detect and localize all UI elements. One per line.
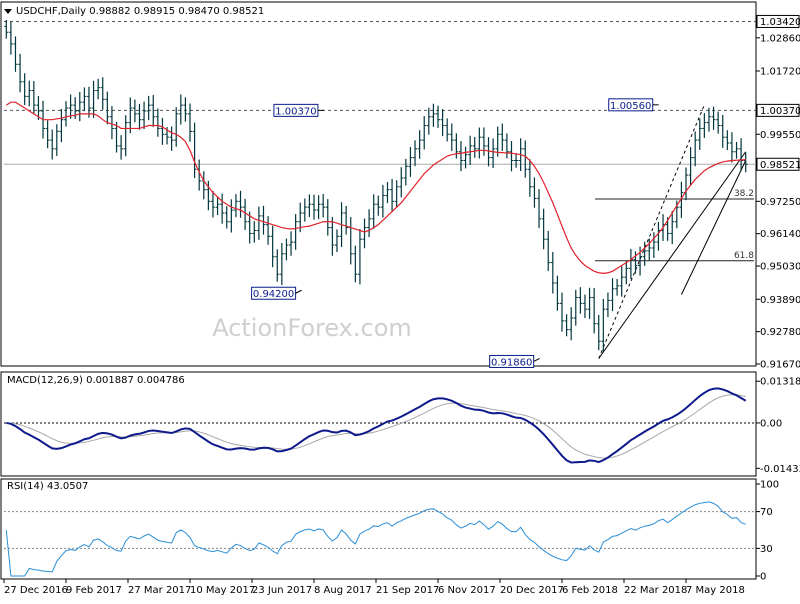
price-tick-label: 0.98521 xyxy=(760,160,800,171)
trendlines xyxy=(598,104,747,359)
rsi-tick-label: 70 xyxy=(760,507,773,518)
price-annotation-label: 1.00560 xyxy=(610,101,651,112)
time-tick-label: 10 May 2017 xyxy=(190,585,255,596)
time-tick-label: 8 Aug 2017 xyxy=(314,585,372,596)
menu-triangle-icon[interactable] xyxy=(4,9,12,14)
time-tick-label: 6 Feb 2018 xyxy=(562,585,618,596)
macd-line xyxy=(6,387,747,464)
price-panel-frame xyxy=(0,1,757,367)
price-tick-label: 0.96140 xyxy=(760,229,800,240)
price-annotation-label: 0.91860 xyxy=(491,357,532,368)
price-tick-label: 1.02860 xyxy=(760,33,800,44)
macd-tick-label: 0.013184 xyxy=(760,377,800,388)
support-trendline xyxy=(598,151,747,359)
price-annotation-label: 0.94200 xyxy=(253,289,294,300)
time-tick-label: 9 Feb 2017 xyxy=(66,585,122,596)
fib-level-label: 61.8 xyxy=(734,251,754,261)
time-tick-label: 6 Nov 2017 xyxy=(438,585,496,596)
fib-level-label: 38.2 xyxy=(734,189,754,199)
price-annotations: 1.00370 0.94200 1.00560 0.91860 xyxy=(251,98,659,368)
rsi-tick-label: 100 xyxy=(760,480,779,491)
moving-average-line xyxy=(5,101,746,274)
watermark: ActionForex.com xyxy=(212,314,412,342)
time-tick-label: 7 May 2018 xyxy=(686,585,745,596)
price-annotation-leader xyxy=(295,289,302,294)
price-axis: 1.03420 1.02860 1.01720 1.00370 0.99550 0.985… xyxy=(756,14,800,371)
time-tick-label: 22 Mar 2018 xyxy=(624,585,687,596)
time-tick-label: 23 Jun 2017 xyxy=(252,585,312,596)
macd-series xyxy=(4,387,756,464)
rsi-tick-label: 30 xyxy=(760,544,773,555)
price-tick-label: 0.93890 xyxy=(760,295,800,306)
price-tick-box xyxy=(756,103,800,117)
price-tick-label: 0.92780 xyxy=(760,327,800,338)
price-tick-label: 1.01720 xyxy=(760,67,800,78)
time-tick-label: 27 Mar 2017 xyxy=(128,585,191,596)
macd-axis: 0.013184 0.00 -0.014339 xyxy=(756,377,800,475)
price-tick-box xyxy=(756,14,800,28)
price-title: USDCHF,Daily 0.98882 0.98915 0.98470 0.9… xyxy=(16,6,264,17)
moving-average xyxy=(5,101,746,274)
price-annotation-label: 1.00370 xyxy=(275,106,316,117)
macd-panel-frame xyxy=(0,371,757,477)
time-tick-label: 21 Sep 2017 xyxy=(376,585,439,596)
rsi-line xyxy=(5,501,746,577)
dashed-trendline xyxy=(598,104,705,359)
price-tick-label: 0.97250 xyxy=(760,197,800,208)
rsi-axis: 100 70 30 0 xyxy=(756,480,779,583)
price-tick-label: 1.00370 xyxy=(760,106,800,117)
price-tick-label: 0.95030 xyxy=(760,262,800,273)
macd-tick-label: 0.00 xyxy=(760,418,782,429)
macd-tick-label: -0.014339 xyxy=(760,464,800,475)
price-tick-label: 0.99550 xyxy=(760,130,800,141)
support-trendline xyxy=(680,160,747,295)
rsi-panel-frame xyxy=(0,478,757,580)
price-tick-box xyxy=(756,157,800,171)
rsi-title: RSI(14) 43.0507 xyxy=(7,481,88,492)
time-tick-label: 20 Dec 2017 xyxy=(500,585,564,596)
price-tick-label: 1.03420 xyxy=(760,17,800,28)
rsi-tick-label: 0 xyxy=(760,572,766,583)
price-tick-label: 0.91670 xyxy=(760,360,800,371)
rsi-series xyxy=(4,501,756,577)
price-annotation-leader xyxy=(533,358,540,362)
macd-title: MACD(12,26,9) 0.001887 0.004786 xyxy=(7,375,185,386)
time-tick-label: 27 Dec 2016 xyxy=(4,585,68,596)
